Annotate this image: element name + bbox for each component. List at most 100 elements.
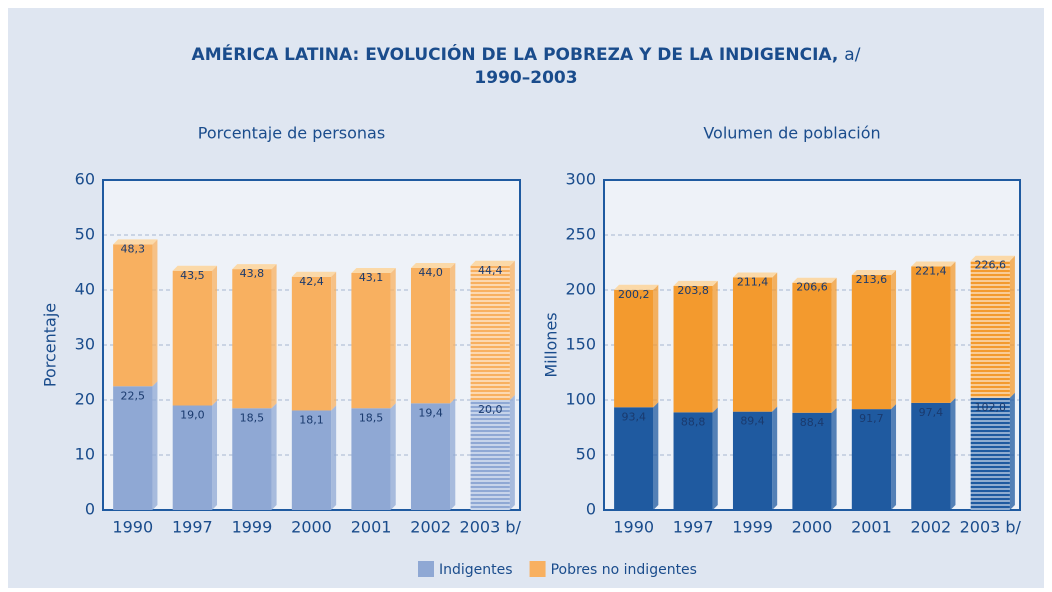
x-tick-label: 1990 <box>112 518 153 537</box>
y-tick-label: 100 <box>565 390 596 409</box>
total-label: 203,8 <box>677 284 709 297</box>
total-label: 226,6 <box>975 259 1007 272</box>
x-tick-label: 1999 <box>732 518 773 537</box>
bar-segment <box>172 405 213 510</box>
bar-segment <box>291 276 332 411</box>
value-label: 97,4 <box>919 406 944 419</box>
total-label: 211,4 <box>737 275 769 288</box>
y-tick-label: 50 <box>75 225 95 244</box>
value-label: 93,4 <box>621 410 646 423</box>
y-tick-label: 0 <box>85 500 95 519</box>
bar-side <box>653 402 659 510</box>
value-label: 19,0 <box>180 409 205 422</box>
bar-side <box>331 271 337 411</box>
y-axis-label: Millones <box>542 312 561 377</box>
x-tick-label: 2003 b/ <box>460 518 522 537</box>
bar-side <box>450 263 456 404</box>
bar-segment <box>172 270 213 406</box>
bar-side <box>509 260 515 400</box>
bar-side <box>653 284 659 408</box>
total-label: 221,4 <box>915 264 947 277</box>
value-label: 18,5 <box>359 411 384 424</box>
y-axis-label: Porcentaje <box>41 303 60 387</box>
x-tick-label: 2001 <box>351 518 392 537</box>
x-tick-label: 2003 b/ <box>960 518 1022 537</box>
x-tick-label: 2002 <box>410 518 451 537</box>
title: AMÉRICA LATINA: EVOLUCIÓN DE LA POBREZA … <box>192 43 839 65</box>
bar-segment <box>232 269 272 409</box>
bar-top <box>351 267 396 273</box>
bar-side <box>831 407 837 510</box>
bar-side <box>390 403 396 510</box>
bar-segment <box>970 397 1010 510</box>
y-tick-label: 10 <box>75 445 95 464</box>
y-tick-label: 250 <box>565 225 596 244</box>
bar-side <box>390 267 396 409</box>
y-tick-label: 300 <box>565 170 596 189</box>
legend-swatch <box>418 561 434 577</box>
bar-segment <box>851 275 892 410</box>
bar-side <box>712 280 718 413</box>
x-tick-label: 1990 <box>613 518 654 537</box>
bar-side <box>1009 392 1015 510</box>
bar-segment <box>410 403 451 510</box>
total-label: 48,3 <box>121 242 146 255</box>
bar-side <box>772 406 778 510</box>
total-label: 213,6 <box>856 273 888 286</box>
total-label: 43,8 <box>240 267 265 280</box>
bar-top <box>232 264 277 270</box>
value-label: 20,0 <box>478 403 503 416</box>
x-tick-label: 2002 <box>910 518 951 537</box>
bar-segment <box>470 400 510 510</box>
y-tick-label: 40 <box>75 280 95 299</box>
bar-side <box>831 277 837 413</box>
bar-side <box>1009 255 1015 398</box>
y-tick-label: 30 <box>75 335 95 354</box>
legend-label: Indigentes <box>439 562 513 578</box>
legend-label: Pobres no indigentes <box>551 562 697 578</box>
y-tick-label: 20 <box>75 390 95 409</box>
bar-segment <box>970 260 1010 398</box>
bar-side <box>212 400 218 510</box>
bar-segment <box>792 282 832 413</box>
x-tick-label: 2001 <box>851 518 892 537</box>
total-label: 44,4 <box>478 264 503 277</box>
bar-segment <box>614 289 654 408</box>
bar-side <box>212 265 218 406</box>
bar-segment <box>291 410 332 510</box>
value-label: 89,4 <box>740 415 765 428</box>
bar-side <box>509 395 515 510</box>
y-tick-label: 200 <box>565 280 596 299</box>
value-label: 19,4 <box>418 406 443 419</box>
bar-segment <box>351 408 391 510</box>
y-tick-label: 150 <box>565 335 596 354</box>
y-tick-label: 0 <box>586 500 596 519</box>
bar-segment <box>673 285 713 413</box>
bar-segment <box>851 409 892 510</box>
total-label: 42,4 <box>299 275 324 288</box>
chart-title: Volumen de población <box>703 124 880 143</box>
value-label: 102,0 <box>975 401 1007 414</box>
bar-top <box>614 284 659 290</box>
bar-segment <box>732 411 773 510</box>
total-label: 44,0 <box>418 266 443 279</box>
total-label: 43,5 <box>180 269 205 282</box>
x-tick-label: 2000 <box>291 518 332 537</box>
value-label: 18,1 <box>299 413 324 426</box>
value-label: 91,7 <box>859 412 884 425</box>
bar-top <box>113 239 158 245</box>
bar-side <box>950 261 956 403</box>
total-label: 206,6 <box>796 281 828 294</box>
bar-side <box>712 407 718 510</box>
x-tick-label: 1997 <box>172 518 213 537</box>
bar-segment <box>470 265 510 400</box>
bar-segment <box>113 244 153 387</box>
bar-side <box>271 264 277 409</box>
bar-side <box>891 404 897 510</box>
x-tick-label: 1999 <box>232 518 273 537</box>
bar-side <box>450 398 456 510</box>
total-label: 43,1 <box>359 271 384 284</box>
title-note: a/ <box>844 45 860 65</box>
x-tick-label: 2000 <box>792 518 833 537</box>
